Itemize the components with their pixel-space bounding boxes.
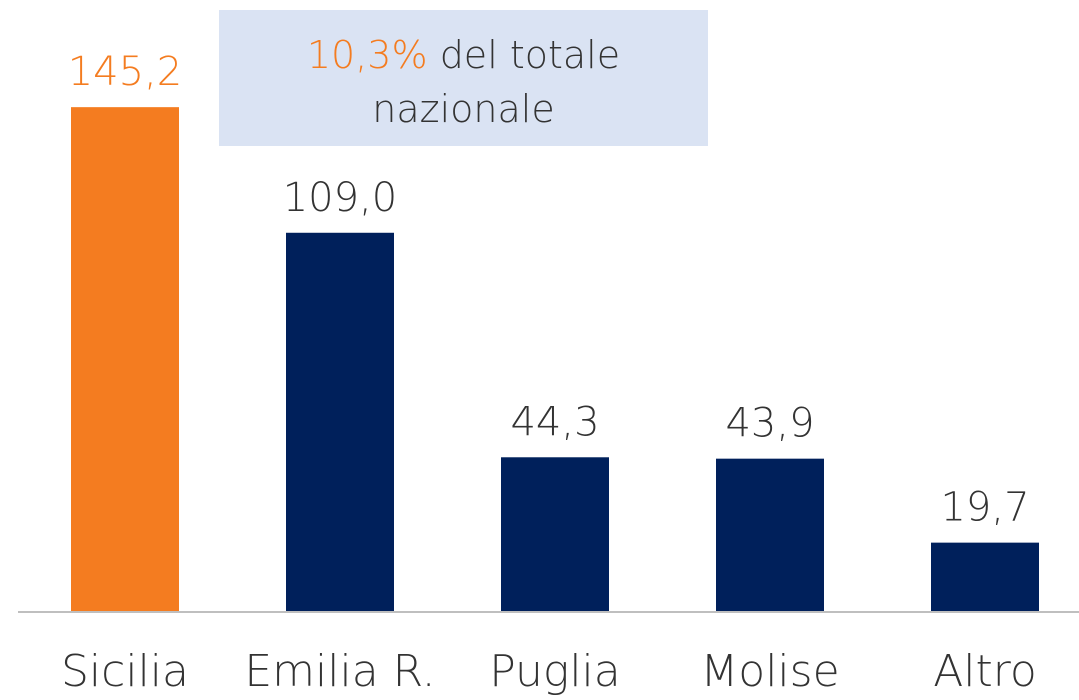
- x-tick-label: Emilia R.: [244, 646, 435, 697]
- x-tick-label: Altro: [933, 646, 1037, 697]
- x-tick-label: Molise: [700, 646, 839, 697]
- x-tick-label: Puglia: [489, 646, 620, 697]
- value-label: 145,2: [68, 49, 183, 95]
- bar: [716, 458, 824, 611]
- annotation-box: 10,3% del totale nazionale: [219, 10, 708, 146]
- annotation-highlight: 10,3%: [306, 33, 428, 77]
- annotation-text: del totale nazionale: [372, 33, 621, 131]
- x-tick-label: Sicilia: [61, 646, 189, 697]
- value-label: 44,3: [510, 399, 599, 445]
- bar: [501, 457, 609, 611]
- value-label: 109,0: [283, 175, 398, 221]
- bar: [931, 542, 1039, 611]
- value-label: 43,9: [725, 401, 814, 447]
- bar: [286, 232, 394, 611]
- value-label: 19,7: [940, 485, 1029, 531]
- bar: [71, 107, 179, 611]
